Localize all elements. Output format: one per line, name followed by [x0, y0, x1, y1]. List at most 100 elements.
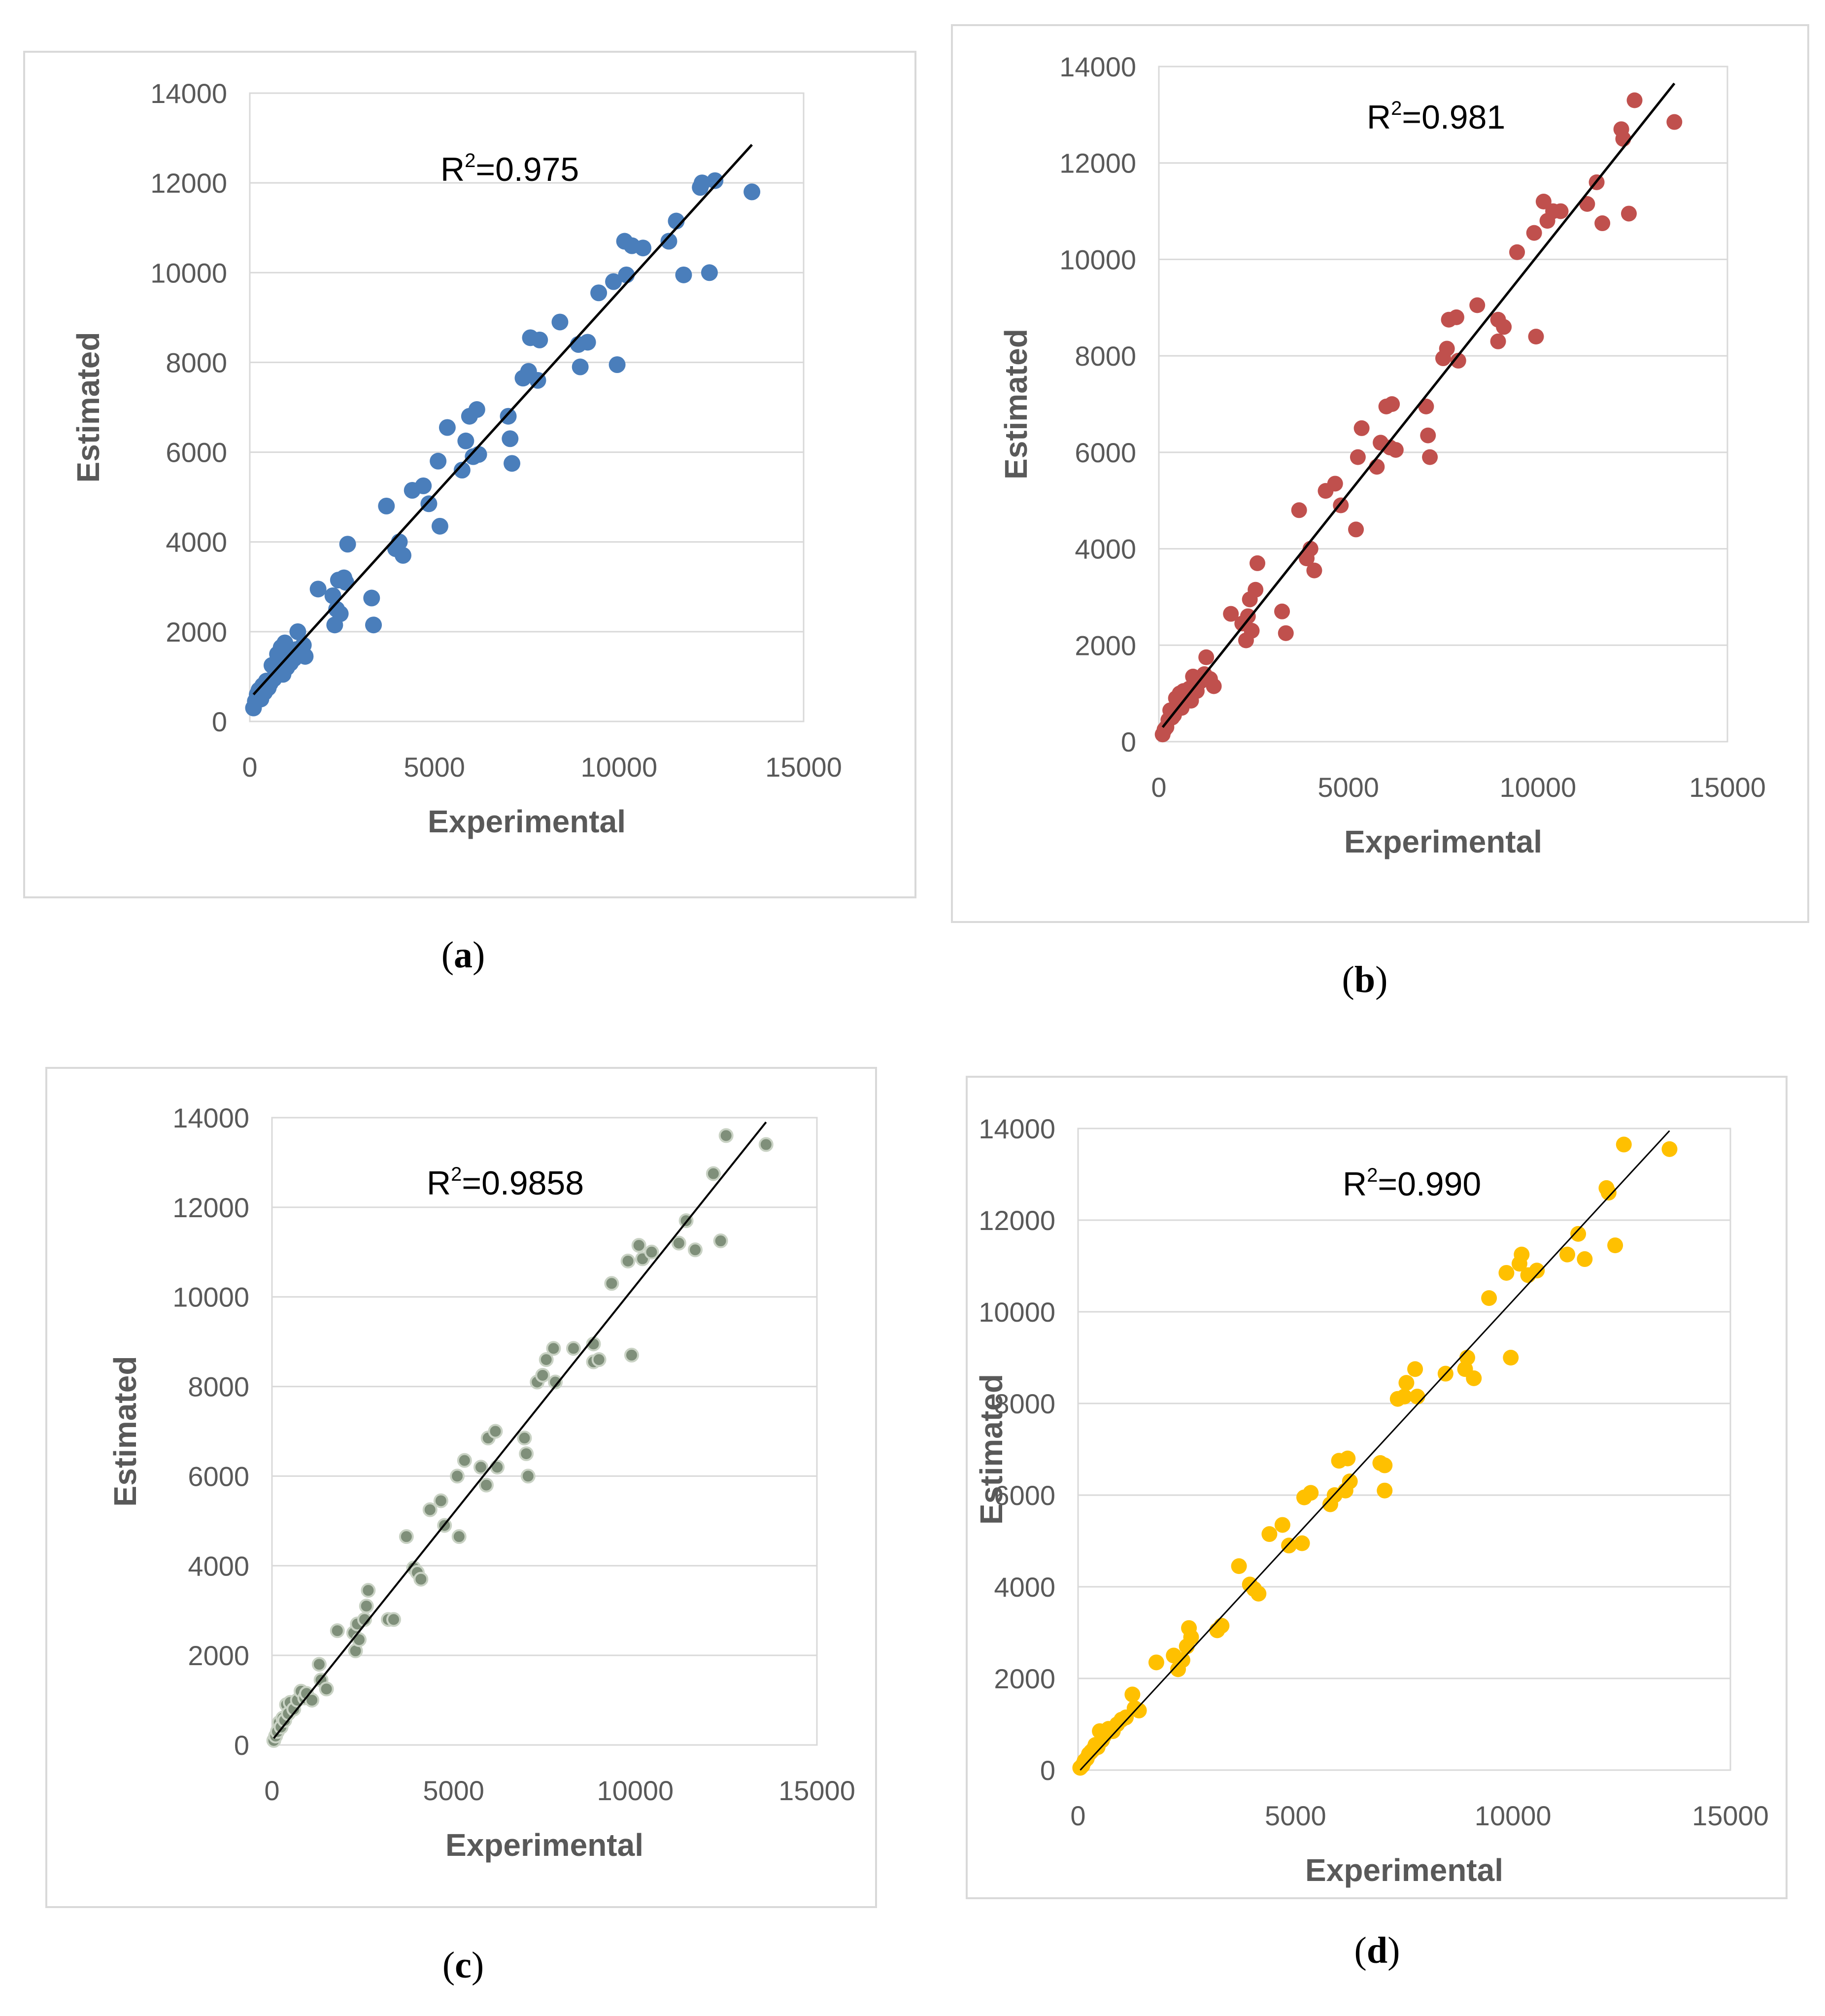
panel-d-data-point — [1529, 1263, 1545, 1279]
panel-b-data-point — [1327, 476, 1343, 492]
panel-d-x-tick-label: 0 — [1070, 1800, 1085, 1831]
panel-d-y-axis-title: Estimated — [974, 1374, 1009, 1525]
panel-c-fit-line — [273, 1121, 767, 1739]
panel-c-data-point — [422, 1502, 438, 1517]
panel-b-data-point — [1439, 341, 1455, 357]
panel-b-y-tick-label: 10000 — [1059, 244, 1136, 275]
panel-d-data-point — [1377, 1482, 1393, 1499]
panel-b-fit-line — [1161, 82, 1676, 728]
panel-b-data-point — [1553, 203, 1569, 219]
panel-b-data-point — [1535, 194, 1552, 209]
panel-b-data-point — [1223, 606, 1239, 622]
panel-c-r-squared-label: R2=0.9858 — [427, 1163, 584, 1202]
panel-c-data-point — [519, 1446, 534, 1461]
panel-d-data-point — [1481, 1290, 1497, 1306]
panel-a-data-point — [415, 477, 432, 494]
panel-d-data-point — [1600, 1185, 1617, 1201]
panel-d-r-squared-label: R2=0.990 — [1343, 1164, 1481, 1203]
panel-a-y-tick-label: 12000 — [150, 168, 227, 199]
panel-d-data-point — [1498, 1264, 1515, 1281]
panel-b-data-point — [1420, 427, 1436, 444]
panel-b-y-tick-label: 4000 — [1075, 534, 1136, 565]
panel-d-data-point — [1607, 1237, 1623, 1254]
panel-d-y-tick-label: 2000 — [994, 1663, 1055, 1694]
panel-d-data-point — [1342, 1473, 1358, 1490]
panel-c-data-point — [624, 1347, 639, 1363]
panel-b-data-point — [1384, 396, 1400, 412]
panel-d-data-point — [1261, 1526, 1278, 1542]
panel-c-caption: (c) — [442, 1945, 484, 1986]
panel-d-data-point — [1407, 1361, 1423, 1377]
panel-a-data-point — [707, 172, 724, 189]
panel-d-caption-letter: d — [1366, 1930, 1388, 1971]
panel-a-data-point — [744, 183, 761, 201]
panel-a-data-point — [618, 266, 635, 283]
panel-a-x-axis-title: Experimental — [428, 804, 626, 839]
panel-b-data-point — [1594, 215, 1611, 232]
panel-a-data-point — [531, 331, 548, 348]
panel-a-data-point — [660, 233, 677, 250]
panel-c-data-point — [479, 1477, 494, 1493]
panel-c-data-point — [535, 1367, 550, 1383]
panel-c-data-point — [539, 1352, 554, 1367]
panel-c-y-tick-label: 14000 — [172, 1102, 249, 1133]
panel-c-data-point — [451, 1529, 467, 1544]
panel-a-y-tick-label: 8000 — [166, 347, 227, 378]
panel-a-data-point — [608, 356, 626, 373]
panel-d-data-point — [1131, 1703, 1147, 1719]
panel-b-data-point — [1490, 333, 1506, 349]
panel-a-x-tick-label: 0 — [242, 752, 257, 783]
panel-d-data-point — [1466, 1370, 1482, 1386]
panel-a-data-point — [701, 264, 718, 281]
panel-b-data-point — [1626, 92, 1643, 108]
panel-c-data-point — [644, 1244, 659, 1260]
panel-a-data-point — [431, 517, 448, 535]
panel-a-y-tick-label: 10000 — [150, 257, 227, 288]
panel-c-data-point — [361, 1583, 376, 1598]
panel-d-data-point — [1148, 1654, 1164, 1671]
panel-a-r-squared-label: R2=0.975 — [440, 150, 579, 188]
panel-c-data-point — [359, 1599, 374, 1614]
panel-d-data-point — [1231, 1558, 1247, 1574]
panel-b-data-point — [1448, 309, 1464, 325]
panel-d-caption: (d) — [1354, 1930, 1400, 1971]
panel-c-x-axis-title: Experimental — [445, 1827, 643, 1863]
panel-a-data-point — [500, 408, 517, 425]
panel-b-data-point — [1369, 459, 1385, 475]
panel-b-data-point — [1248, 581, 1264, 598]
panel-c-data-point — [457, 1453, 472, 1468]
panel-d-data-point — [1409, 1389, 1425, 1405]
chart-panel-d: 0 2000 4000 6000 8000 10000 12000 14000 0 5000 100… — [974, 1113, 1769, 1888]
panel-b-data-point — [1469, 297, 1486, 313]
panel-a-data-point — [579, 334, 596, 351]
panel-b-y-axis-title: Estimated — [998, 329, 1034, 479]
panel-c-y-tick-label: 8000 — [188, 1371, 249, 1402]
panel-d-y-tick-label: 12000 — [979, 1205, 1055, 1236]
panel-d-y-tick-label: 6000 — [994, 1480, 1055, 1511]
panel-a-data-point — [635, 239, 652, 257]
panel-c-data-point — [604, 1276, 619, 1291]
panel-d-data-point — [1661, 1141, 1678, 1157]
panel-b-frame: 0 2000 4000 6000 8000 10000 12000 14000 0 5000 100… — [951, 24, 1809, 923]
panel-c-data-point — [758, 1137, 774, 1152]
panel-b-data-point — [1350, 449, 1366, 465]
panel-b-data-point — [1387, 442, 1404, 458]
panel-c-data-point — [631, 1238, 646, 1253]
panel-d-data-point — [1214, 1618, 1230, 1634]
panel-c-data-point — [473, 1460, 488, 1475]
panel-b-data-point — [1621, 205, 1637, 222]
panel-a-data-point — [378, 497, 395, 514]
panel-d-y-tick-label: 4000 — [994, 1572, 1055, 1603]
panel-b-data-point — [1291, 502, 1307, 518]
panel-c-data-point — [304, 1693, 320, 1708]
panel-a-data-point — [339, 536, 356, 553]
panel-a-data-point — [502, 430, 519, 447]
panel-c-data-point — [566, 1341, 581, 1356]
panel-a-y-tick-label: 0 — [212, 706, 227, 737]
panel-a-caption-letter: a — [454, 934, 473, 976]
panel-d-x-tick-label: 15000 — [1692, 1800, 1769, 1831]
panel-c-data-point — [386, 1612, 402, 1627]
panel-a-data-point — [337, 574, 354, 591]
panel-d-data-point — [1503, 1350, 1519, 1366]
panel-d-y-tick-label: 0 — [1040, 1755, 1055, 1786]
